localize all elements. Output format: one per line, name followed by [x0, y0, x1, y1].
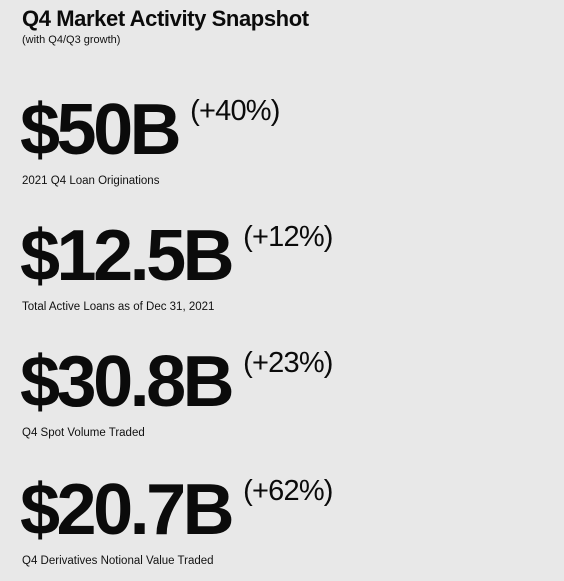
stat-spot-volume: $30.8B (+23%) Q4 Spot Volume Traded [20, 342, 333, 440]
stat-value: $30.8B [20, 342, 235, 422]
stat-active-loans: $12.5B (+12%) Total Active Loans as of D… [20, 216, 333, 314]
stat-label: Q4 Derivatives Notional Value Traded [22, 555, 214, 567]
stat-growth: (+23%) [243, 347, 333, 379]
stat-growth: (+40%) [190, 95, 280, 127]
stat-label: Total Active Loans as of Dec 31, 2021 [22, 301, 215, 313]
stat-derivatives-volume: $20.7B (+62%) Q4 Derivatives Notional Va… [20, 470, 333, 568]
stat-value: $12.5B [20, 216, 235, 296]
stat-growth: (+12%) [243, 221, 333, 253]
stat-growth: (+62%) [243, 475, 333, 507]
stat-label: 2021 Q4 Loan Originations [22, 175, 160, 187]
stat-loan-originations: $50B (+40%) 2021 Q4 Loan Originations [20, 90, 280, 188]
stat-value: $50B [20, 90, 182, 170]
header: Q4 Market Activity Snapshot (with Q4/Q3 … [22, 6, 309, 47]
page-subtitle: (with Q4/Q3 growth) [22, 34, 121, 46]
stat-label: Q4 Spot Volume Traded [22, 427, 145, 439]
page-title: Q4 Market Activity Snapshot [22, 6, 309, 31]
stat-value: $20.7B [20, 470, 235, 550]
